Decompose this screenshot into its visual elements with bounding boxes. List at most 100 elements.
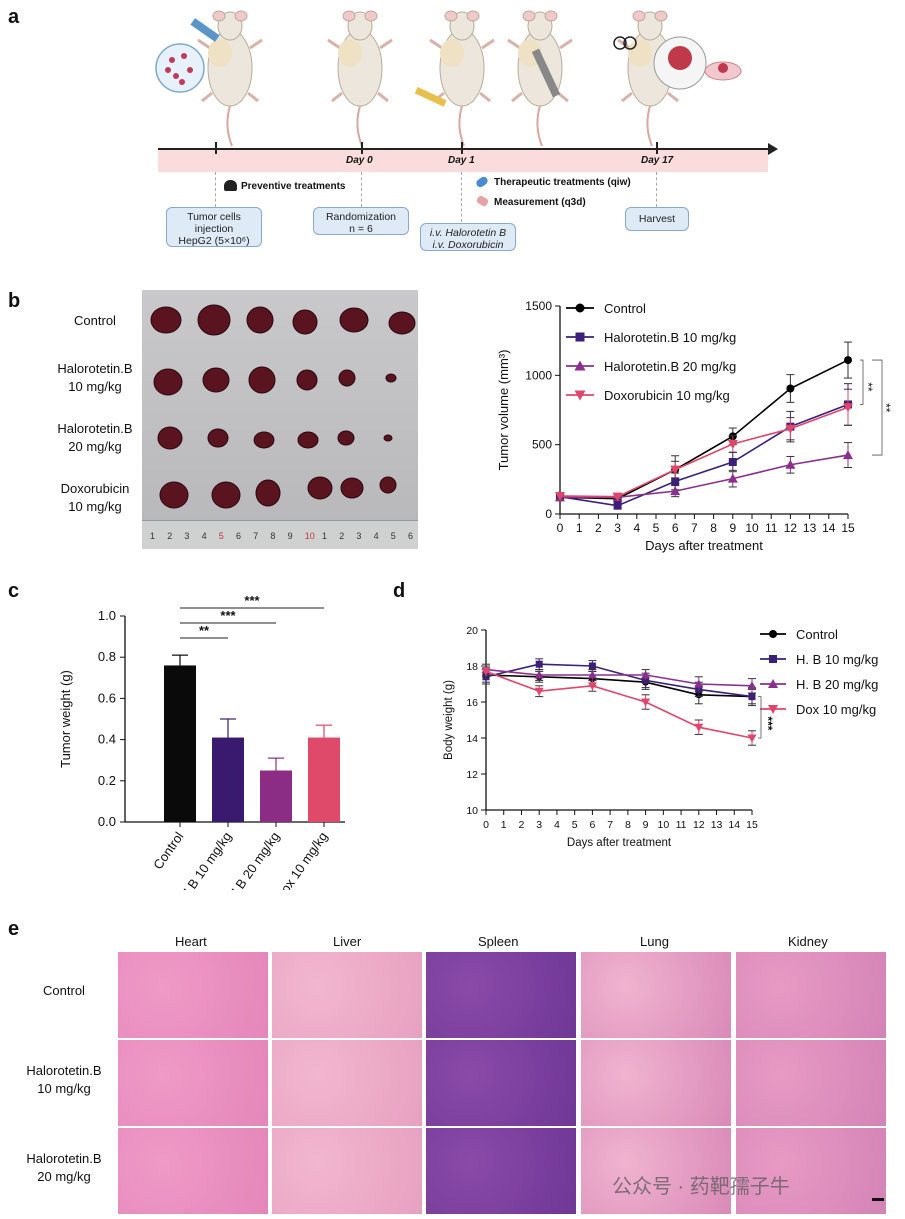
data-point xyxy=(843,403,853,413)
histology-image xyxy=(736,952,886,1038)
data-point xyxy=(534,687,544,696)
data-point xyxy=(574,360,586,371)
panel-label-e: e xyxy=(8,918,20,940)
y-tick-label: 0.2 xyxy=(98,773,116,788)
ruler-tick-label: 1 xyxy=(322,531,327,541)
data-point xyxy=(612,492,623,502)
watermark: 公众号 · 药靶孺子牛 xyxy=(612,1176,790,1198)
x-tick-label: 4 xyxy=(554,819,560,831)
mouse-illustrations xyxy=(155,9,742,148)
data-point xyxy=(534,670,544,679)
y-tick-label: 0.6 xyxy=(98,690,116,705)
day1-label: Day 1 xyxy=(448,155,475,166)
significance-label: ** xyxy=(879,403,893,413)
significance-label: *** xyxy=(244,593,260,608)
legend-label: Halorotetin.B 20 mg/kg xyxy=(604,359,736,374)
x-tick-label: 13 xyxy=(711,819,723,831)
data-point xyxy=(728,458,737,466)
data-point xyxy=(481,667,491,676)
bar xyxy=(164,665,196,822)
x-tick-label: 6 xyxy=(672,521,679,535)
data-point xyxy=(694,679,704,688)
data-point xyxy=(613,501,622,510)
data-point xyxy=(843,450,853,460)
y-tick-label: 10 xyxy=(466,805,478,817)
bar xyxy=(212,737,244,822)
x-tick-label: 14 xyxy=(728,819,740,831)
y-tick-label: 18 xyxy=(466,661,478,673)
he-row-label: Halorotetin.B 20 mg/kg xyxy=(26,1151,102,1184)
histology-image xyxy=(736,1128,886,1214)
significance-bracket xyxy=(860,359,864,405)
x-tick-label: 15 xyxy=(841,521,855,535)
box-line: HepG2 (5×10⁶) xyxy=(178,235,250,247)
data-point xyxy=(747,734,757,743)
x-tick-label: 0 xyxy=(483,819,489,831)
ruler-tick-label: 7 xyxy=(253,531,258,541)
data-point xyxy=(555,491,565,501)
column-spleen: Spleen xyxy=(478,934,519,949)
x-tick-label: 10 xyxy=(657,819,669,831)
legend-label: Doxorubicin 10 mg/kg xyxy=(604,388,730,403)
data-point xyxy=(786,384,795,393)
significance-label: *** xyxy=(220,608,236,623)
x-tick-label: 12 xyxy=(784,521,798,535)
series-line xyxy=(559,406,849,498)
ruler-scale: 1 2 3 4 5 6 7 8 9 10 1 2 3 4 5 6 xyxy=(150,531,413,541)
dash xyxy=(461,172,462,222)
x-tick-label: 14 xyxy=(822,521,836,535)
x-tick-label: 15 xyxy=(746,819,758,831)
ruler-tick-label: 5 xyxy=(391,531,396,541)
x-tick-label: 0 xyxy=(557,521,564,535)
data-point xyxy=(785,459,796,469)
significance-label: ** xyxy=(861,382,875,392)
histology-image xyxy=(426,952,576,1038)
x-tick-label: 9 xyxy=(729,521,736,535)
column-liver: Liver xyxy=(333,934,362,949)
ruler: 1 2 3 4 5 6 7 8 9 10 1 2 3 4 5 6 xyxy=(142,520,418,549)
column-heart: Heart xyxy=(175,934,207,949)
timeline-arrow xyxy=(768,143,778,155)
histology-image xyxy=(118,1040,268,1126)
column-kidney: Kidney xyxy=(788,934,828,949)
box-line: injection xyxy=(194,223,234,235)
measurement-label: Measurement (q3d) xyxy=(494,197,586,208)
tick xyxy=(361,142,363,154)
x-tick-label: 2 xyxy=(519,819,525,831)
histology-image xyxy=(272,1128,422,1214)
y-axis-label: Tumor volume (mm³) xyxy=(496,350,511,471)
panel-label-c: c xyxy=(8,580,20,602)
box-line: i.v. Doxorubicin xyxy=(432,239,504,251)
injection-box: Tumor cells injection HepG2 (5×10⁶) xyxy=(166,207,262,247)
data-point xyxy=(694,723,704,732)
box-line: i.v. Halorotetin B xyxy=(429,227,507,239)
y-tick-label: 16 xyxy=(466,697,478,709)
y-tick-label: 20 xyxy=(466,625,478,637)
histology-image xyxy=(736,1040,886,1126)
significance-label: *** xyxy=(761,716,775,730)
therapeutic-label: Therapeutic treatments (qiw) xyxy=(494,177,631,188)
x-tick-label: 10 xyxy=(745,521,759,535)
photo-row-label: Doxorubicin 10 mg/kg xyxy=(60,481,130,514)
data-point xyxy=(587,670,597,679)
tumor-weight-chart: 0.0 0.2 0.4 0.6 0.8 1.0 Tumor weight (g) Contro… xyxy=(58,593,345,890)
x-tick-label: 8 xyxy=(625,819,631,831)
legend-label: Halorotetin.B 10 mg/kg xyxy=(604,330,736,345)
data-point xyxy=(587,682,597,691)
histology-image xyxy=(581,1040,731,1126)
tick xyxy=(461,142,463,154)
significance-label: ** xyxy=(199,623,210,638)
he-row-label: Halorotetin.B 10 mg/kg xyxy=(26,1063,102,1096)
significance-bracket xyxy=(758,696,762,739)
tick xyxy=(656,142,658,154)
histology-image xyxy=(426,1040,576,1126)
data-point xyxy=(785,424,796,434)
x-tick-label: 2 xyxy=(595,521,602,535)
ruler-tick-label: 6 xyxy=(408,531,413,541)
histology-image xyxy=(581,952,731,1038)
ruler-tick-label: 6 xyxy=(236,531,241,541)
histology-image xyxy=(272,952,422,1038)
treatment-box: i.v. Halorotetin B i.v. Doxorubicin xyxy=(420,223,516,251)
